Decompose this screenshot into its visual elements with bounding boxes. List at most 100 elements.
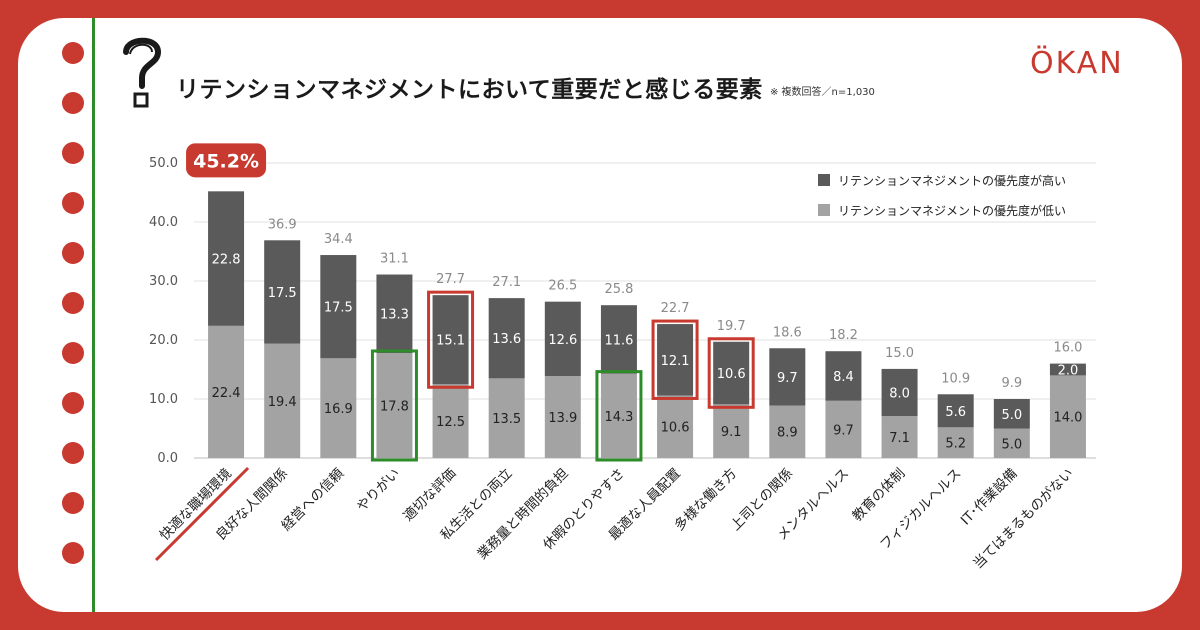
- bar-high-label: 22.8: [212, 253, 241, 268]
- highlight-underline-red: [155, 466, 250, 562]
- binder-hole: [62, 192, 84, 214]
- bar-total-label: 31.1: [380, 252, 409, 267]
- legend-swatch: [818, 204, 830, 216]
- bar-high-label: 9.7: [777, 371, 798, 386]
- bar-total-label: 10.9: [941, 371, 970, 386]
- bar-high: [769, 348, 806, 406]
- x-category-label: 教育の体制: [849, 466, 908, 525]
- binder-hole: [62, 492, 84, 514]
- bar-low-label: 14.3: [604, 410, 633, 425]
- bar-total-label: 34.4: [324, 232, 353, 247]
- bar-high-label: 2.0: [1058, 364, 1079, 379]
- x-category-label: 当てはまるものがない: [970, 466, 1077, 573]
- bar-low-label: 13.5: [492, 412, 521, 427]
- bar-total-label: 18.2: [829, 328, 858, 343]
- highlight-box-green: [370, 349, 418, 462]
- brand-logo: ÖKAN: [1030, 46, 1124, 81]
- x-category-label: 適切な評価: [400, 465, 460, 525]
- y-tick-label: 40.0: [149, 215, 178, 230]
- bar-total-label: 27.1: [492, 275, 521, 290]
- x-category-label: やりがい: [354, 466, 403, 515]
- bar-high-label: 5.6: [945, 405, 966, 420]
- bar-low-label: 5.0: [1001, 437, 1022, 452]
- bar-high: [432, 295, 469, 385]
- bar-low-label: 17.8: [380, 399, 409, 414]
- bar-total-label: 15.0: [885, 346, 914, 361]
- bar-high-label: 13.3: [380, 308, 409, 323]
- legend-swatch: [818, 174, 830, 186]
- binder-hole: [62, 342, 84, 364]
- bar-low: [1049, 375, 1086, 458]
- bar-low-label: 7.1: [889, 431, 910, 446]
- bar-total-label: 19.7: [717, 319, 746, 334]
- binder-hole: [62, 392, 84, 414]
- sample-note: ※ 複数回答／n=1,030: [770, 87, 875, 98]
- y-tick-label: 50.0: [149, 156, 178, 171]
- bar-total-label: 25.8: [604, 282, 633, 297]
- bar-high: [657, 324, 694, 396]
- bar-low-label: 9.7: [833, 423, 854, 438]
- margin-line: [92, 18, 95, 612]
- bar-high-label: 8.4: [833, 370, 854, 385]
- bar-total-label: 36.9: [268, 217, 297, 232]
- bar-low: [769, 405, 806, 458]
- highlight-box-green: [595, 370, 643, 462]
- bar-high-label: 13.6: [492, 332, 521, 347]
- bar-high: [544, 301, 581, 376]
- bar-low: [432, 384, 469, 458]
- bar-total-label: 26.5: [548, 279, 577, 294]
- bar-high-label: 10.6: [717, 367, 746, 382]
- binder-hole: [62, 92, 84, 114]
- bar-low: [713, 404, 750, 458]
- bar-low-label: 19.4: [268, 395, 297, 410]
- bar-high: [376, 274, 413, 353]
- bar-high: [320, 255, 357, 359]
- bar-low-label: 10.6: [661, 421, 690, 436]
- callout-text: 45.2%: [193, 150, 259, 172]
- highlight-box-red: [707, 337, 755, 409]
- bar-low-label: 5.2: [945, 437, 966, 452]
- bar-low: [376, 352, 413, 458]
- bar-high-label: 8.0: [889, 387, 910, 402]
- bar-high: [208, 191, 245, 326]
- callout-badge: [186, 143, 267, 178]
- bar-high: [993, 399, 1030, 429]
- bar-total-label: 22.7: [661, 301, 690, 316]
- bar-high: [488, 298, 525, 379]
- bar-total-label: 27.7: [436, 272, 465, 287]
- bar-low-label: 16.9: [324, 402, 353, 417]
- question-mark-icon: [123, 37, 162, 108]
- bar-high-label: 15.1: [436, 334, 465, 349]
- bar-total-label: 18.6: [773, 325, 802, 340]
- bar-high-label: 17.5: [324, 301, 353, 316]
- bar-low: [264, 343, 301, 458]
- y-tick-label: 0.0: [157, 451, 178, 466]
- bar-high-label: 11.6: [604, 333, 633, 348]
- bar-low: [825, 400, 862, 458]
- bar-low: [881, 416, 918, 458]
- bar-low-label: 8.9: [777, 426, 798, 441]
- bar-low-label: 13.9: [548, 411, 577, 426]
- bar-high: [881, 368, 918, 417]
- page-title: リテンションマネジメントにおいて重要だと感じる要素: [176, 77, 763, 103]
- bar-high: [713, 341, 750, 405]
- bar-low: [544, 375, 581, 458]
- highlight-box-red: [651, 319, 699, 400]
- bar-high: [600, 305, 637, 374]
- bar-low-label: 22.4: [212, 386, 241, 401]
- legend-label: リテンションマネジメントの優先度が高い: [838, 173, 1066, 188]
- bar-low: [208, 325, 245, 458]
- bar-high: [264, 240, 301, 344]
- bar-low: [937, 427, 974, 458]
- bar-low-label: 12.5: [436, 415, 465, 430]
- highlight-box-red: [427, 290, 475, 389]
- bar-low-label: 14.0: [1053, 411, 1082, 426]
- bar-high: [1049, 363, 1086, 376]
- bar-high-label: 5.0: [1001, 408, 1022, 423]
- binder-hole: [62, 42, 84, 64]
- bar-low: [600, 373, 637, 458]
- binder-hole: [62, 142, 84, 164]
- binder-hole: [62, 442, 84, 464]
- card: リテンションマネジメントにおいて重要だと感じる要素 ※ 複数回答／n=1,030…: [18, 18, 1182, 612]
- y-tick-label: 20.0: [149, 333, 178, 348]
